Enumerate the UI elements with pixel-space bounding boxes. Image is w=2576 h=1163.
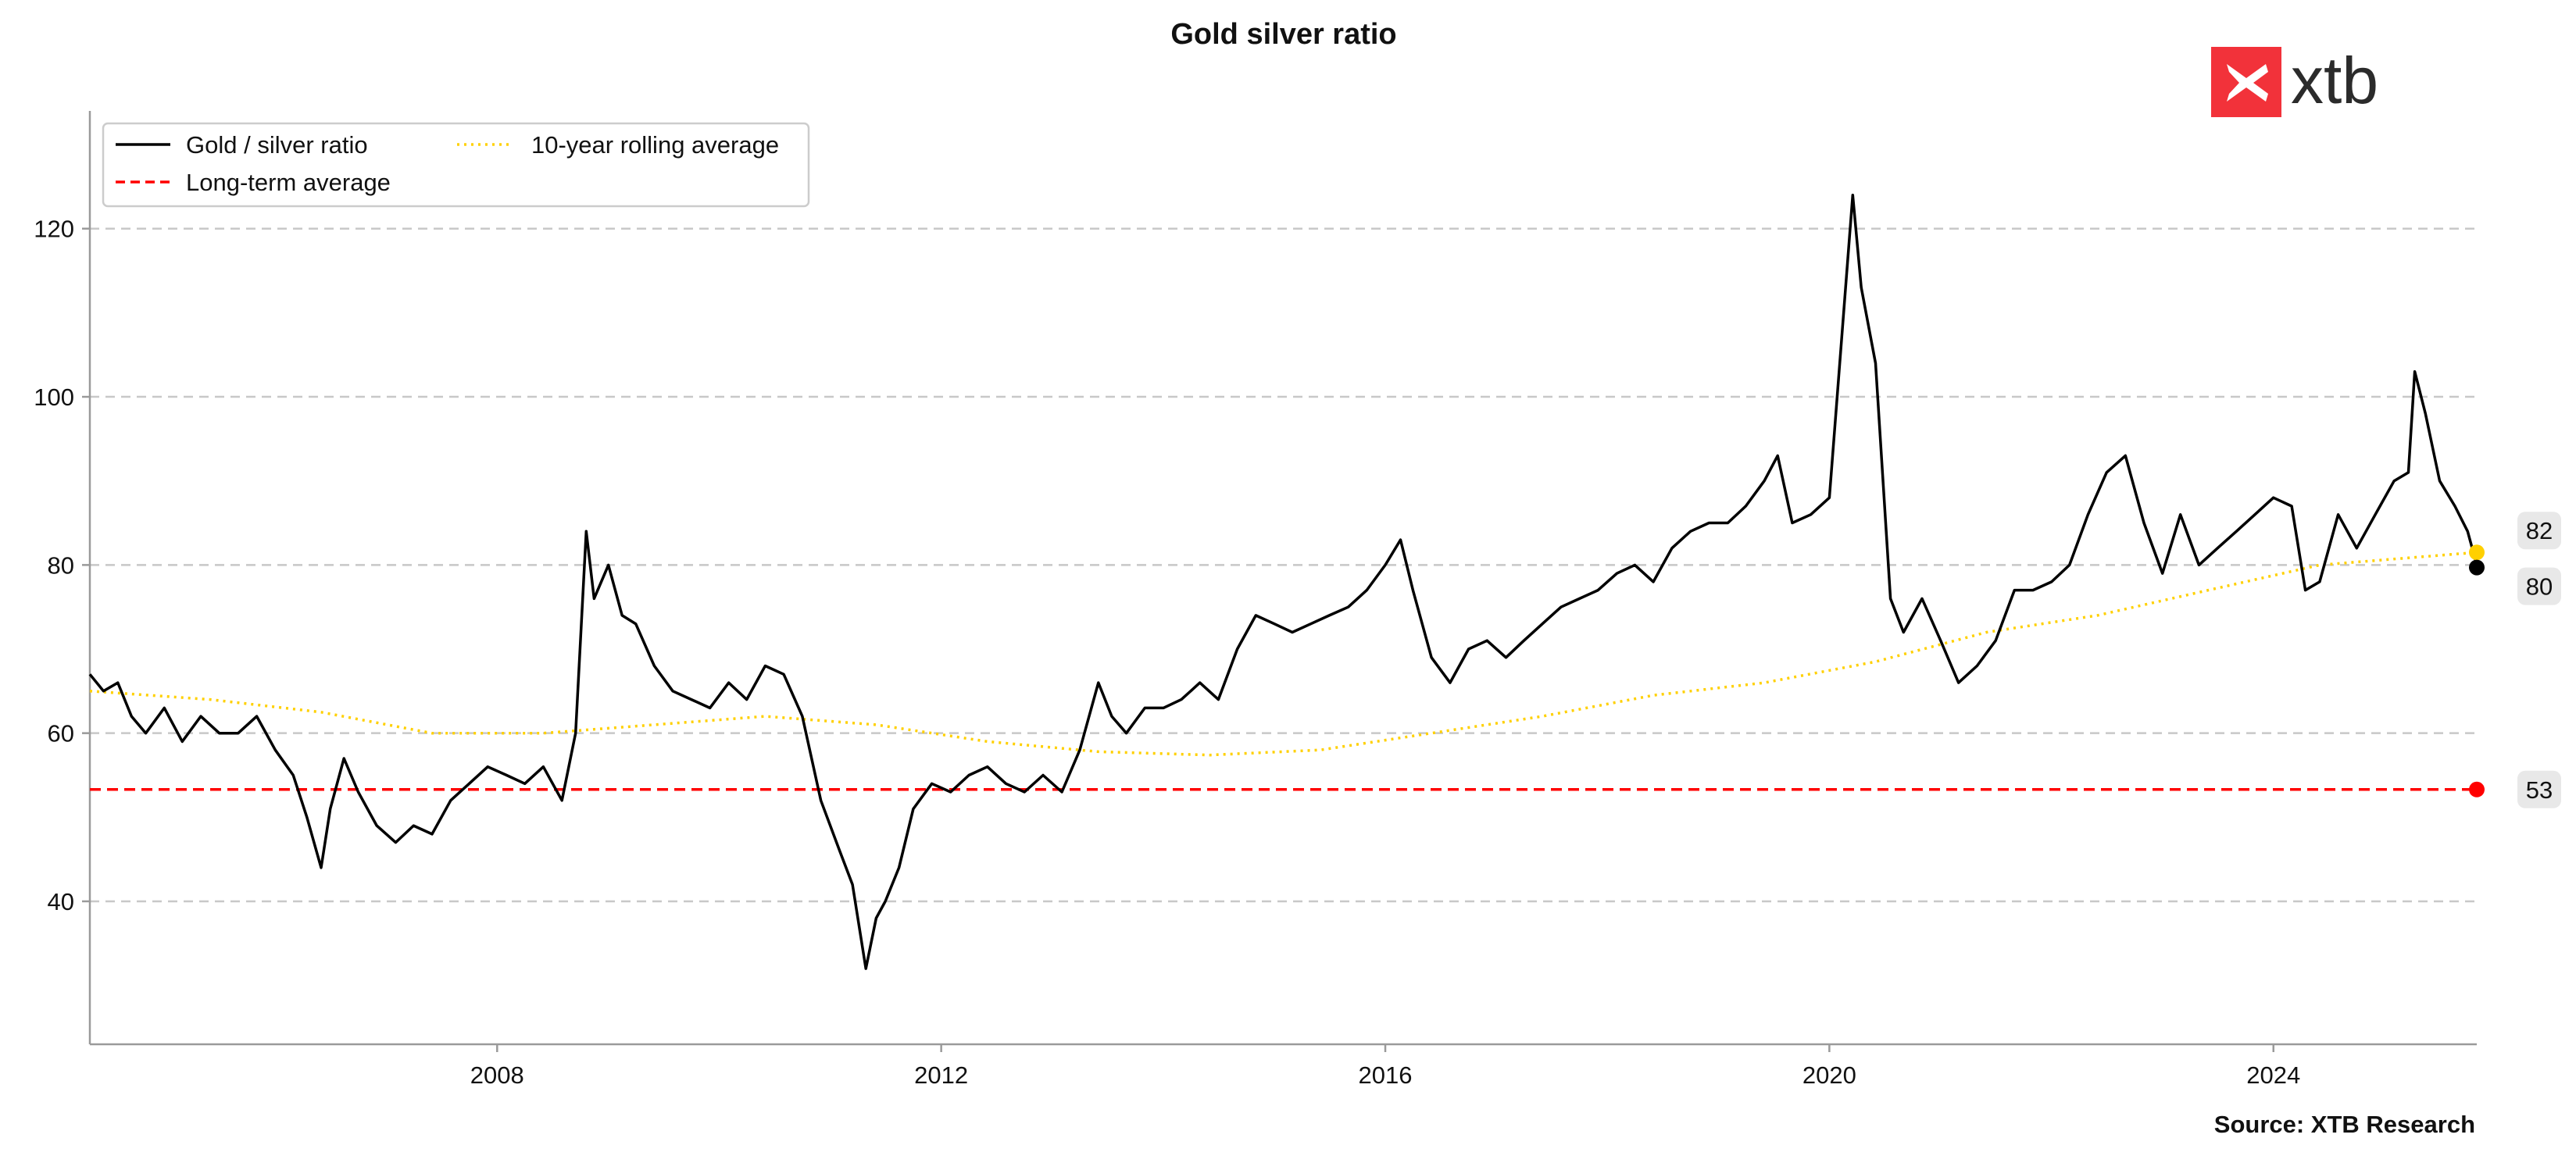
xtb-logo-text: xtb bbox=[2291, 44, 2378, 117]
y-tick-label-120: 120 bbox=[34, 216, 74, 243]
source-note: Source: XTB Research bbox=[2214, 1111, 2475, 1138]
series-gold-silver-ratio bbox=[88, 193, 2478, 970]
x-tick-label-2012: 2012 bbox=[914, 1061, 968, 1089]
end-label-53: 53 bbox=[2526, 776, 2553, 804]
y-tick-label-80: 80 bbox=[48, 551, 74, 579]
end-labels: 82 80 53 bbox=[2469, 512, 2561, 808]
x-tick-label-2016: 2016 bbox=[1359, 1061, 1413, 1089]
grid-lines bbox=[90, 227, 2477, 903]
x-tick-label-2020: 2020 bbox=[1802, 1061, 1856, 1089]
legend-label-long-term: Long-term average bbox=[186, 169, 391, 196]
end-label-box-53 bbox=[2517, 770, 2561, 808]
series-layer bbox=[88, 193, 2478, 970]
x-tick-label-2008: 2008 bbox=[470, 1061, 524, 1089]
y-tick-label-60: 60 bbox=[48, 720, 74, 747]
y-tick-label-100: 100 bbox=[34, 384, 74, 411]
end-dot-53 bbox=[2469, 781, 2485, 797]
legend-label-ratio: Gold / silver ratio bbox=[186, 131, 368, 159]
x-tick-label-2024: 2024 bbox=[2246, 1061, 2300, 1089]
xtb-logo: xtb bbox=[2211, 44, 2378, 117]
x-ticks: 2008 2012 2016 2020 2024 bbox=[470, 1044, 2300, 1089]
end-dot-82 bbox=[2469, 544, 2485, 561]
legend-label-rolling: 10-year rolling average bbox=[531, 131, 779, 159]
end-label-box-82 bbox=[2517, 512, 2561, 550]
legend: Gold / silver ratio Long-term average 10… bbox=[102, 122, 810, 208]
axes bbox=[88, 111, 2477, 1046]
y-tick-label-40: 40 bbox=[48, 888, 74, 915]
series-10-year-rolling-average bbox=[89, 551, 2478, 757]
end-dot-80 bbox=[2469, 559, 2485, 576]
chart-title: Gold silver ratio bbox=[1170, 18, 1396, 51]
end-label-80: 80 bbox=[2526, 573, 2553, 601]
end-label-box-80 bbox=[2517, 567, 2561, 605]
legend-box bbox=[102, 122, 810, 208]
y-ticks: 40 60 80 100 120 bbox=[34, 216, 90, 915]
end-label-82: 82 bbox=[2526, 517, 2553, 544]
